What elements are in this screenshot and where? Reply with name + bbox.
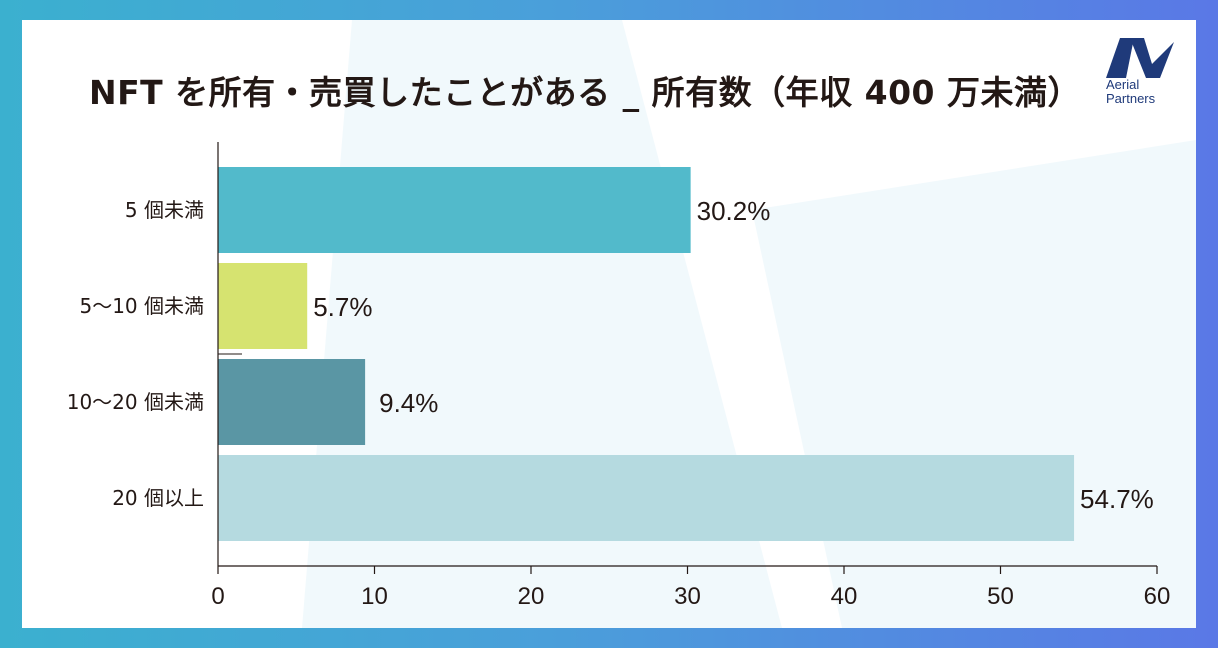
category-label-0: 5 個未満 <box>125 198 204 222</box>
value-label-2: 9.4% <box>379 388 438 418</box>
bar-3 <box>218 455 1075 541</box>
category-label-2: 10〜20 個未満 <box>67 390 204 414</box>
logo-line2: Partners <box>1106 91 1156 106</box>
logo-text: Aerial Partners <box>1106 78 1196 106</box>
bar-2 <box>218 359 366 445</box>
logo-line1: Aerial <box>1106 77 1140 92</box>
category-label-3: 20 個以上 <box>112 486 204 510</box>
chart-title: NFT を所有・売買したことがある _ 所有数（年収 400 万未満） <box>89 73 1081 112</box>
category-label-1: 5〜10 個未満 <box>79 294 204 318</box>
value-label-3: 54.7% <box>1080 484 1154 514</box>
x-tick-label-6: 60 <box>1144 583 1171 610</box>
logo-mark-icon <box>1106 38 1174 78</box>
value-label-1: 5.7% <box>313 292 372 322</box>
value-label-0: 30.2% <box>697 196 771 226</box>
bar-1 <box>218 263 308 349</box>
x-tick-label-2: 20 <box>518 583 545 610</box>
x-tick-label-4: 40 <box>831 583 858 610</box>
x-tick-label-5: 50 <box>987 583 1014 610</box>
aerial-partners-logo <box>1100 34 1180 84</box>
x-tick-label-1: 10 <box>361 583 388 610</box>
bar-0 <box>218 167 691 253</box>
x-tick-label-0: 0 <box>211 583 224 610</box>
x-tick-label-3: 30 <box>674 583 701 610</box>
